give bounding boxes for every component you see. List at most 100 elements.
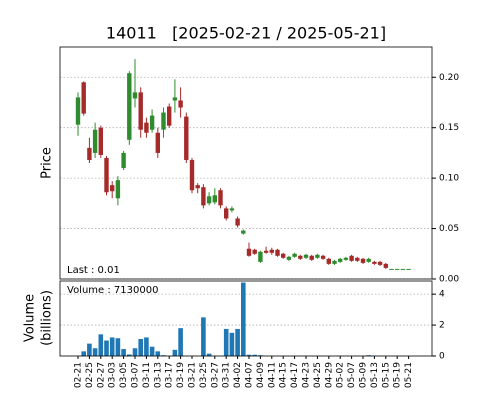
candle-body	[292, 253, 297, 257]
volume-bar	[252, 354, 257, 356]
candle-body	[172, 97, 178, 101]
candle-body	[206, 196, 212, 204]
candle-body	[184, 116, 189, 160]
x-tick-label: 04-25	[313, 362, 323, 388]
volume-bar	[127, 354, 132, 356]
x-tick-label: 03-03	[108, 362, 118, 388]
x-tick-label: 04-15	[279, 362, 289, 388]
x-tick-label: 05-13	[370, 362, 380, 388]
volume-bar	[178, 328, 183, 356]
candle-body	[98, 127, 103, 155]
candle-body	[241, 230, 246, 234]
volume-bar	[223, 328, 229, 356]
candle-body	[115, 180, 121, 199]
y-tick-label: 0.15	[439, 123, 459, 133]
candle-body	[406, 268, 411, 270]
y-tick-label: 0.00	[439, 275, 459, 285]
candle-body	[395, 268, 400, 270]
volume-bar	[87, 343, 92, 356]
candle-body	[286, 256, 292, 260]
candle-body	[303, 254, 309, 258]
volume-bar	[138, 338, 143, 356]
y-tick-label: 2	[439, 321, 445, 331]
candle-body	[229, 208, 235, 211]
candle-body	[263, 250, 269, 253]
x-tick-label: 02-27	[96, 362, 106, 388]
candle-body	[212, 195, 217, 203]
candle-body	[298, 255, 303, 259]
x-tick-label: 05-02	[336, 362, 346, 388]
candle-body	[132, 92, 138, 99]
volume-bar	[115, 338, 121, 356]
x-tick-label: 03-13	[153, 362, 163, 388]
candle-body	[235, 218, 240, 226]
candle-body	[355, 257, 360, 261]
candle-body	[383, 263, 388, 268]
x-tick-label: 05-07	[347, 362, 357, 388]
volume-bar	[229, 332, 235, 356]
x-tick-label: 02-21	[74, 362, 84, 388]
volume-bar	[235, 328, 240, 356]
x-tick-label: 04-17	[290, 362, 300, 388]
candle-body	[121, 152, 126, 169]
y-tick-label: 0.10	[439, 174, 459, 184]
candle-body	[332, 260, 337, 264]
x-tick-label: 03-07	[131, 362, 141, 388]
x-tick-label: 04-02	[233, 362, 243, 388]
candle-body	[167, 106, 172, 126]
x-tick-label: 05-15	[381, 362, 391, 388]
x-tick-label: 04-07	[245, 362, 255, 388]
candle-body	[138, 92, 143, 130]
volume-bar	[98, 334, 104, 356]
x-tick-label: 05-21	[404, 362, 414, 388]
candle-body	[389, 268, 394, 270]
candle-body	[269, 249, 274, 253]
volume-bar	[246, 354, 252, 356]
x-tick-label: 03-17	[165, 362, 175, 388]
candle-body	[149, 115, 155, 130]
candle-body	[377, 261, 383, 265]
candle-body	[246, 248, 252, 256]
x-tick-label: 03-05	[119, 362, 129, 388]
candle-body	[275, 249, 280, 256]
candle-body	[195, 185, 200, 189]
y-tick-label: 0.05	[439, 224, 459, 234]
candle-body	[326, 258, 331, 264]
x-tick-label: 03-25	[199, 362, 209, 388]
volume-bar	[201, 317, 206, 356]
volume-bar	[104, 340, 109, 356]
x-tick-label: 03-11	[142, 362, 152, 388]
volume-frame	[59, 280, 433, 357]
candle-body	[366, 258, 371, 262]
volume-bar	[121, 349, 126, 356]
x-tick-label: 05-19	[393, 362, 403, 388]
volume-bar	[172, 349, 178, 356]
volume-bar	[206, 353, 212, 356]
candle-body	[110, 185, 115, 192]
x-tick-label: 03-31	[222, 362, 232, 388]
candle-body	[224, 208, 229, 219]
price-frame	[59, 46, 433, 280]
candle-body	[178, 100, 183, 108]
candle-body	[189, 159, 195, 191]
candle-body	[201, 187, 206, 206]
volume-bar	[149, 346, 155, 356]
y-tick-label: 0	[439, 352, 445, 362]
volume-bar	[81, 351, 86, 356]
volume-bar	[155, 351, 161, 356]
x-tick-label: 04-29	[324, 362, 334, 388]
volume-axis-label: Volume	[23, 294, 38, 342]
x-tick-label: 02-25	[85, 362, 95, 388]
volume-bar	[109, 337, 115, 356]
x-tick-label: 04-11	[267, 362, 277, 388]
volume-bar	[241, 282, 246, 356]
x-tick-label: 03-21	[188, 362, 198, 388]
volume-bar	[144, 337, 149, 356]
candle-body	[104, 157, 109, 193]
candle-body	[309, 255, 314, 260]
candle-body	[81, 82, 86, 114]
x-tick-label: 05-09	[359, 362, 369, 388]
candle-body	[252, 249, 257, 254]
volume-bar	[132, 348, 138, 356]
